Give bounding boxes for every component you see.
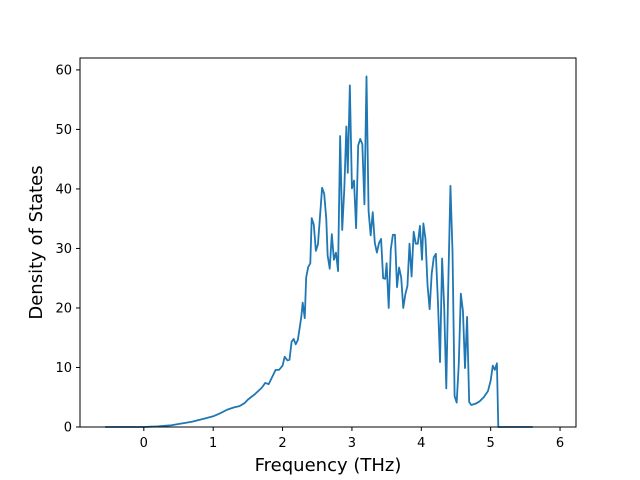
y-tick-label: 50 — [55, 123, 72, 138]
x-tick-label: 1 — [209, 436, 217, 451]
x-tick-label: 5 — [487, 436, 495, 451]
x-axis-label: Frequency (THz) — [255, 455, 402, 476]
y-tick-label: 60 — [55, 63, 72, 78]
y-tick-label: 30 — [55, 242, 72, 257]
y-tick-label: 0 — [64, 421, 72, 436]
plot-frame — [79, 57, 577, 428]
series-line — [104, 75, 534, 428]
x-tick-label: 3 — [348, 436, 356, 451]
x-tick-label: 0 — [140, 436, 148, 451]
y-axis-ticks: 0 10 20 30 40 50 60 — [55, 63, 80, 436]
x-tick-label: 2 — [278, 436, 286, 451]
y-axis-label: Density of States — [26, 165, 47, 319]
x-tick-label: 4 — [417, 436, 425, 451]
y-tick-label: 10 — [55, 361, 72, 376]
y-tick-label: 40 — [55, 182, 72, 197]
x-tick-label: 6 — [556, 436, 564, 451]
y-tick-label: 20 — [55, 301, 72, 316]
x-axis-ticks: 0 1 2 3 4 5 6 — [140, 427, 564, 451]
